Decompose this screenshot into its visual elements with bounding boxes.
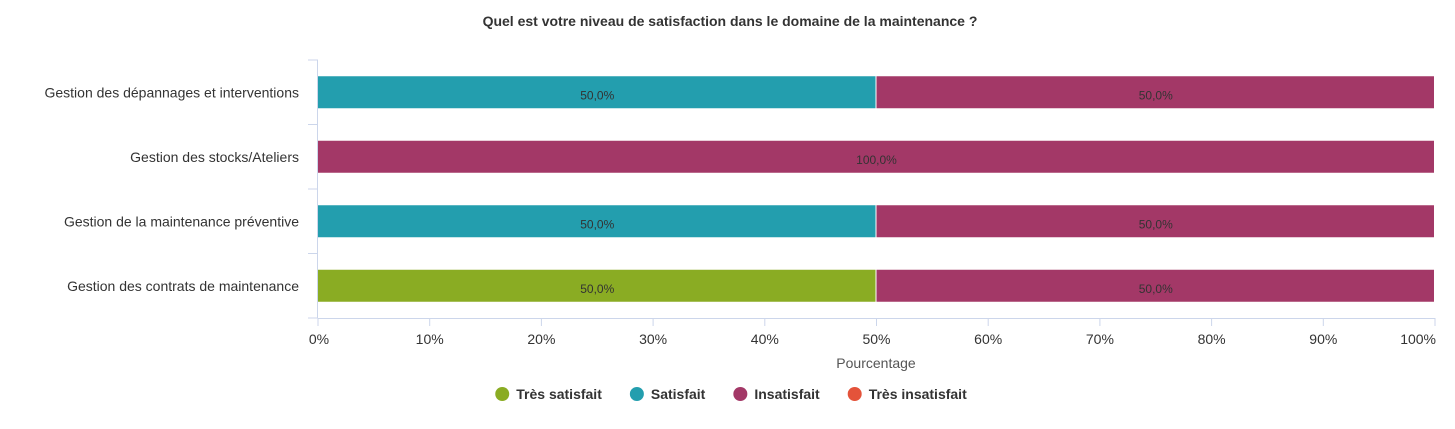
legend-label: Satisfait (651, 386, 706, 402)
x-tick-label: 100% (1400, 331, 1436, 347)
category-label: Gestion des dépannages et interventions (44, 84, 299, 100)
x-tick-label: 0% (309, 331, 329, 347)
legend-marker (733, 387, 748, 401)
x-tick-label: 20% (527, 331, 555, 347)
data-label: 50,0% (1139, 282, 1173, 296)
category-label: Gestion de la maintenance préventive (64, 213, 299, 229)
category-label: Gestion des stocks/Ateliers (130, 149, 299, 165)
legend-item-tres-insatisfait[interactable]: Très insatisfait (847, 386, 967, 402)
x-tick-label: 90% (1309, 331, 1337, 347)
category-label: Gestion des contrats de maintenance (67, 278, 299, 294)
data-label: 100,0% (856, 153, 897, 167)
legend-item-satisfait[interactable]: Satisfait (629, 386, 706, 402)
plot-area: 50,0% 50,0% 100,0% 50,0% 50,0% 50,0% 50,0% (308, 59, 1435, 319)
x-tick-label: 40% (751, 331, 779, 347)
x-tick-label: 10% (416, 331, 444, 347)
chart-title: Quel est votre niveau de satisfaction da… (483, 13, 978, 29)
bar-satisfait-1[interactable] (318, 76, 876, 109)
x-axis-title: Pourcentage (836, 355, 916, 371)
data-label: 50,0% (580, 88, 614, 102)
x-tick-label: 50% (862, 331, 890, 347)
data-label: 50,0% (1139, 88, 1173, 102)
bar-insatisfait-1[interactable] (876, 76, 1435, 109)
x-tick-label: 80% (1198, 331, 1226, 347)
legend-item-tres-satisfait[interactable]: Très satisfait (495, 386, 602, 402)
legend: Très satisfait Satisfait Insatisfait Très i… (495, 386, 967, 402)
x-tick-label: 30% (639, 331, 667, 347)
legend-marker (629, 387, 644, 401)
legend-label: Insatisfait (754, 386, 820, 402)
data-label: 50,0% (1139, 217, 1173, 231)
legend-marker (495, 387, 510, 401)
legend-item-insatisfait[interactable]: Insatisfait (733, 386, 820, 402)
legend-label: Très satisfait (516, 386, 602, 402)
bar-insatisfait-2[interactable] (318, 140, 1434, 173)
category-labels: Gestion des dépannages et interventions G… (44, 84, 299, 294)
bar-insatisfait-3[interactable] (876, 205, 1435, 238)
legend-marker (847, 387, 862, 401)
data-label: 50,0% (580, 217, 614, 231)
data-label: 50,0% (580, 282, 614, 296)
x-axis: 0% 10% 20% 30% 40% 50% 60% 70% 80% 90% 100% (309, 318, 1436, 347)
legend-label: Très insatisfait (869, 386, 967, 402)
bar-insatisfait-4[interactable] (876, 269, 1435, 302)
x-tick-label: 70% (1086, 331, 1114, 347)
bar-tres-satisfait-4[interactable] (318, 269, 876, 302)
bar-satisfait-3[interactable] (318, 205, 876, 238)
x-tick-label: 60% (974, 331, 1002, 347)
